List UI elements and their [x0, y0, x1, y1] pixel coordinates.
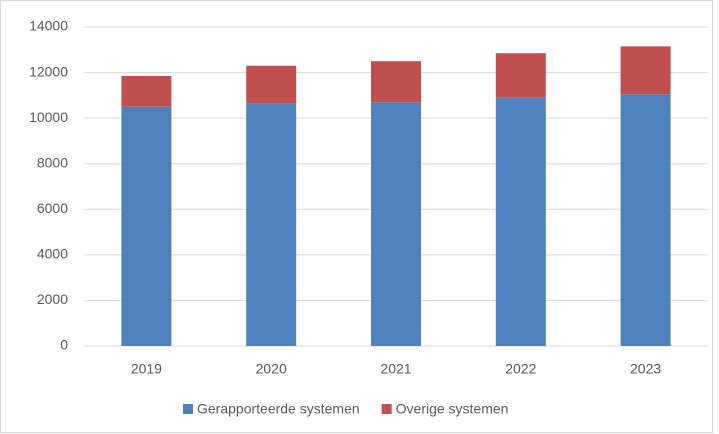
y-tick-label: 8000	[37, 154, 68, 170]
bar-segment	[620, 94, 671, 346]
bar-segment	[495, 97, 546, 346]
x-tick-label: 2023	[630, 361, 661, 377]
bar-segment	[620, 46, 671, 95]
bar-segment	[246, 65, 297, 104]
x-tick-label: 2021	[380, 361, 411, 377]
y-tick-label: 10000	[29, 109, 68, 125]
y-tick-label: 0	[60, 337, 68, 353]
x-tick-label: 2020	[256, 361, 287, 377]
y-tick-label: 4000	[37, 246, 68, 262]
bar-segment	[246, 103, 297, 346]
y-tick-label: 2000	[37, 291, 68, 307]
bar-segment	[121, 106, 172, 346]
bar-segment	[495, 53, 546, 98]
legend-swatch	[381, 404, 392, 414]
y-tick-label: 12000	[29, 63, 68, 79]
bar-segment	[371, 102, 421, 346]
bar-segment	[371, 61, 421, 103]
legend-swatch	[183, 404, 193, 414]
x-tick-label: 2019	[131, 361, 162, 377]
y-tick-label: 6000	[37, 200, 68, 216]
legend-label: Gerapporteerde systemen	[197, 401, 360, 417]
legend-label: Overige systemen	[396, 401, 509, 417]
x-tick-label: 2022	[505, 361, 536, 377]
bar-segment	[121, 75, 172, 107]
y-tick-label: 14000	[29, 18, 68, 34]
